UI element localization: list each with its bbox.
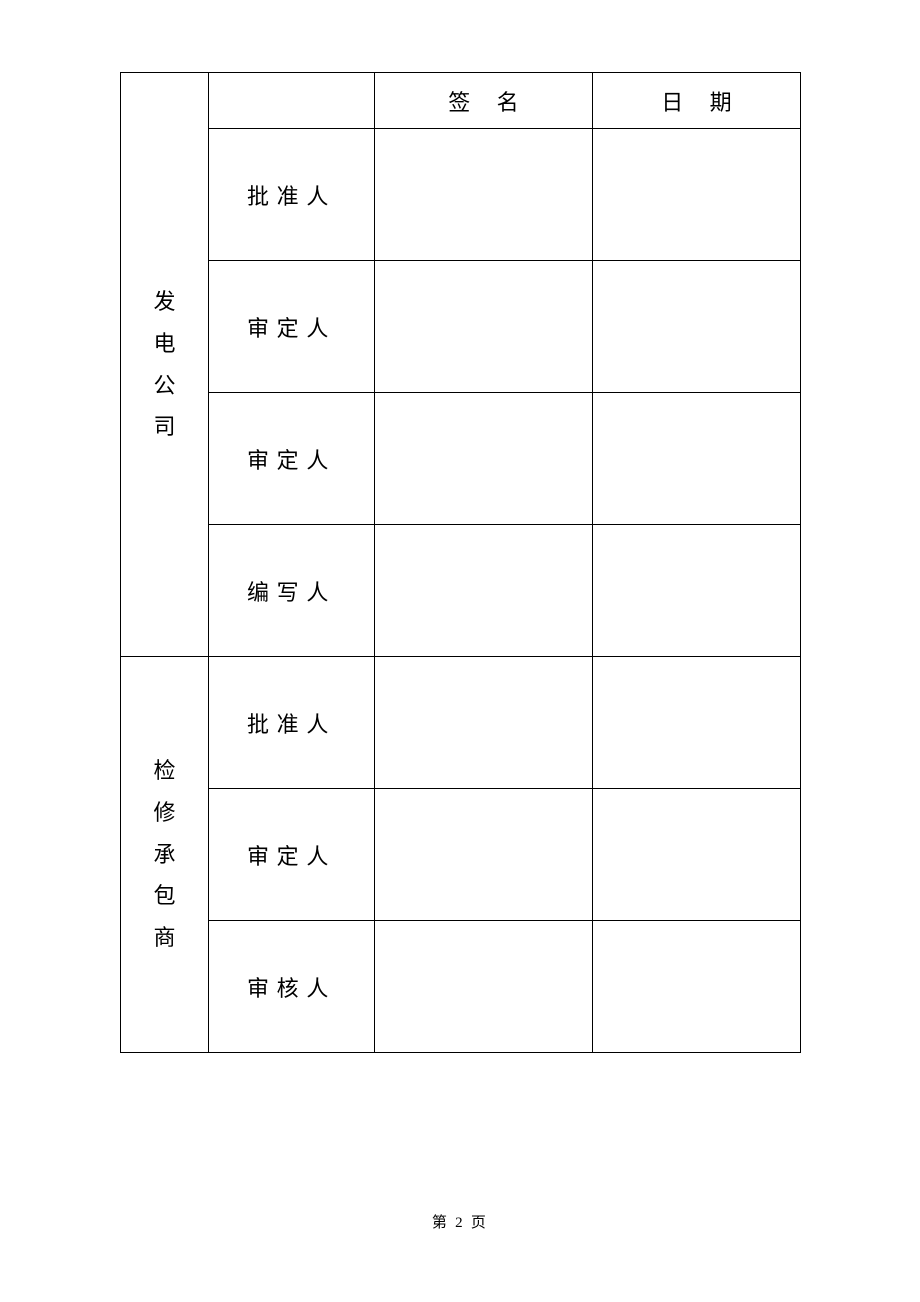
table-row: 审定人 bbox=[121, 261, 801, 393]
org-char: 公 bbox=[153, 365, 175, 407]
role-label: 批准人 bbox=[247, 712, 336, 737]
role-cell: 批准人 bbox=[209, 657, 375, 789]
header-org-cell: 发 电 公 司 bbox=[121, 73, 209, 657]
signature-cell bbox=[375, 525, 593, 657]
role-cell: 编写人 bbox=[209, 525, 375, 657]
signature-cell bbox=[375, 393, 593, 525]
date-cell bbox=[593, 525, 801, 657]
org-char: 发 bbox=[153, 281, 175, 323]
org-char: 检 bbox=[153, 750, 175, 792]
role-label: 批准人 bbox=[247, 184, 336, 209]
role-cell: 审定人 bbox=[209, 789, 375, 921]
role-label: 编写人 bbox=[247, 580, 336, 605]
org-char: 司 bbox=[153, 406, 175, 448]
role-label: 审定人 bbox=[247, 844, 336, 869]
page-container: 发 电 公 司 签名 日期 批准人 审定人 审定人 编写 bbox=[0, 0, 920, 1302]
signature-cell bbox=[375, 789, 593, 921]
date-header-label: 日期 bbox=[635, 90, 758, 115]
org-cell-contractor: 检 修 承 包 商 bbox=[121, 657, 209, 1053]
header-signature: 签名 bbox=[375, 73, 593, 129]
table-row: 批准人 bbox=[121, 129, 801, 261]
org-char: 修 bbox=[153, 792, 175, 834]
table-row: 编写人 bbox=[121, 525, 801, 657]
role-label: 审核人 bbox=[247, 976, 336, 1001]
role-label: 审定人 bbox=[247, 316, 336, 341]
header-date: 日期 bbox=[593, 73, 801, 129]
signature-cell bbox=[375, 921, 593, 1053]
org-char: 电 bbox=[153, 323, 175, 365]
page-footer: 第 2 页 bbox=[0, 1211, 920, 1232]
org-label-power-company: 发 电 公 司 bbox=[121, 281, 208, 448]
org-char: 商 bbox=[153, 917, 175, 959]
org-char: 包 bbox=[153, 875, 175, 917]
table-row: 审核人 bbox=[121, 921, 801, 1053]
date-cell bbox=[593, 261, 801, 393]
role-cell: 批准人 bbox=[209, 129, 375, 261]
date-cell bbox=[593, 129, 801, 261]
org-char: 承 bbox=[153, 834, 175, 876]
date-cell bbox=[593, 789, 801, 921]
signature-header-label: 签名 bbox=[422, 90, 545, 115]
date-cell bbox=[593, 393, 801, 525]
date-cell bbox=[593, 921, 801, 1053]
table-header-row: 发 电 公 司 签名 日期 bbox=[121, 73, 801, 129]
date-cell bbox=[593, 657, 801, 789]
signature-cell bbox=[375, 261, 593, 393]
role-cell: 审定人 bbox=[209, 393, 375, 525]
signature-cell bbox=[375, 657, 593, 789]
table-row: 审定人 bbox=[121, 393, 801, 525]
table-row: 检 修 承 包 商 批准人 bbox=[121, 657, 801, 789]
role-label: 审定人 bbox=[247, 448, 336, 473]
signature-cell bbox=[375, 129, 593, 261]
org-label-contractor: 检 修 承 包 商 bbox=[121, 750, 208, 959]
role-cell: 审定人 bbox=[209, 261, 375, 393]
header-role-blank bbox=[209, 73, 375, 129]
approval-table: 发 电 公 司 签名 日期 批准人 审定人 审定人 编写 bbox=[120, 72, 801, 1053]
table-row: 审定人 bbox=[121, 789, 801, 921]
role-cell: 审核人 bbox=[209, 921, 375, 1053]
